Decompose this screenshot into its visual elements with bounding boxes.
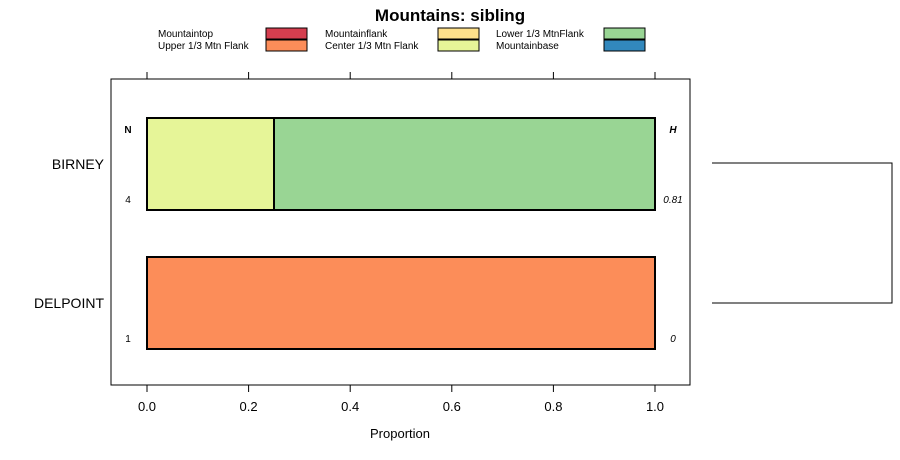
legend-label: Upper 1/3 Mtn Flank [158,41,250,52]
legend-label: Mountaintop [158,29,213,40]
plot-frame [110,78,691,386]
dendrogram-branch [712,162,893,304]
x-axis-label: Proportion [370,426,430,441]
legend-label: Center 1/3 Mtn Flank [325,41,419,52]
legend-label: Lower 1/3 MtnFlank [496,29,585,40]
x-tick-label: 0.2 [240,399,258,414]
annotations: N H 4 1 0.81 0 [124,125,682,345]
legend-label: Mountainflank [325,29,388,40]
x-tick-label: 0.6 [443,399,461,414]
x-tick-label: 0.4 [341,399,359,414]
bar-segment [273,117,656,211]
chart-title: Mountains: sibling [375,6,525,25]
n-header: N [124,125,131,136]
category-label: BIRNEY [52,156,105,172]
x-tick-label: 0.8 [544,399,562,414]
bar-segment [146,117,275,211]
bars [146,117,656,350]
n-value: 1 [125,334,131,345]
legend-swatch [603,39,646,52]
h-header: H [669,125,677,136]
legend-swatch [437,27,480,40]
legend-swatch [265,39,308,52]
axes: 0.0 0.2 0.4 0.6 0.8 1.0 BIRNEY DELPOINT [34,72,664,414]
bar-segment [146,256,656,350]
legend-swatch [603,27,646,40]
h-value: 0.81 [663,195,682,206]
legend-swatch [437,39,480,52]
x-tick-label: 1.0 [646,399,664,414]
category-label: DELPOINT [34,295,104,311]
dendrogram [712,162,893,304]
n-value: 4 [125,195,131,206]
x-tick-label: 0.0 [138,399,156,414]
legend-label: Mountainbase [496,41,559,52]
h-value: 0 [670,334,676,345]
legend-swatch [265,27,308,40]
